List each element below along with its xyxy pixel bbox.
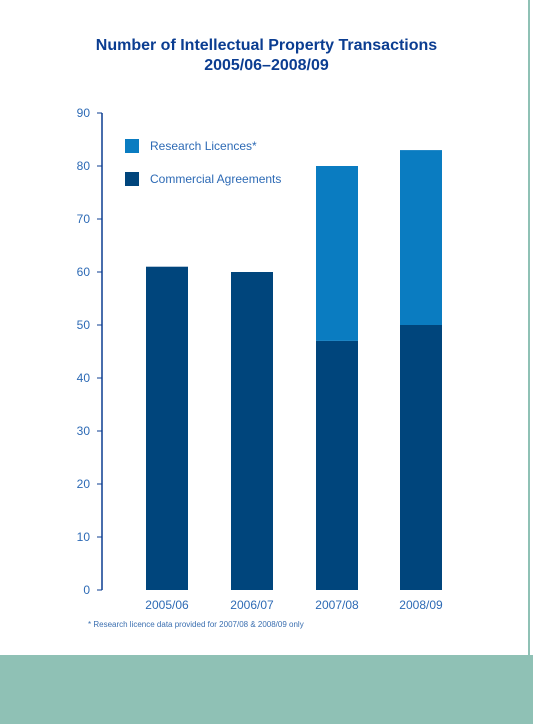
y-tick-label: 50 (77, 318, 91, 332)
bars (146, 150, 442, 590)
chart-title: Number of Intellectual Property Transact… (95, 37, 438, 54)
bar-chart: 0 10 20 30 40 50 60 70 80 90 2005/06 2006/07 2007/0… (77, 106, 443, 612)
bar-research-licences (400, 150, 442, 325)
legend-label: Commercial Agreements (150, 172, 281, 186)
bar-research-licences (316, 166, 358, 341)
footnote: * Research licence data provided for 200… (88, 620, 304, 629)
y-tick-label: 30 (77, 424, 91, 438)
x-axis-labels: 2005/06 2006/07 2007/08 2008/09 (145, 598, 443, 612)
y-tick-label: 80 (77, 159, 91, 173)
bar-commercial-agreements (316, 340, 358, 590)
legend-swatch (125, 172, 139, 186)
legend-swatch (125, 139, 139, 153)
x-tick-label: 2007/08 (315, 598, 359, 612)
y-axis: 0 10 20 30 40 50 60 70 80 90 (77, 106, 103, 597)
x-tick-label: 2008/09 (399, 598, 443, 612)
y-tick-label: 0 (83, 583, 90, 597)
bar-commercial-agreements (146, 266, 188, 590)
y-tick-label: 90 (77, 106, 91, 120)
y-tick-label: 60 (77, 265, 91, 279)
bar-commercial-agreements (400, 325, 442, 590)
chart-subtitle: 2005/06–2008/09 (204, 57, 329, 74)
x-tick-label: 2005/06 (145, 598, 189, 612)
legend-label: Research Licences* (150, 139, 257, 153)
y-tick-label: 40 (77, 371, 91, 385)
y-tick-label: 70 (77, 212, 91, 226)
x-tick-label: 2006/07 (230, 598, 274, 612)
y-tick-label: 10 (77, 530, 91, 544)
y-tick-label: 20 (77, 477, 91, 491)
legend: Research Licences* Commercial Agreements (125, 139, 281, 186)
bottom-band (0, 655, 533, 724)
bar-commercial-agreements (231, 272, 273, 590)
